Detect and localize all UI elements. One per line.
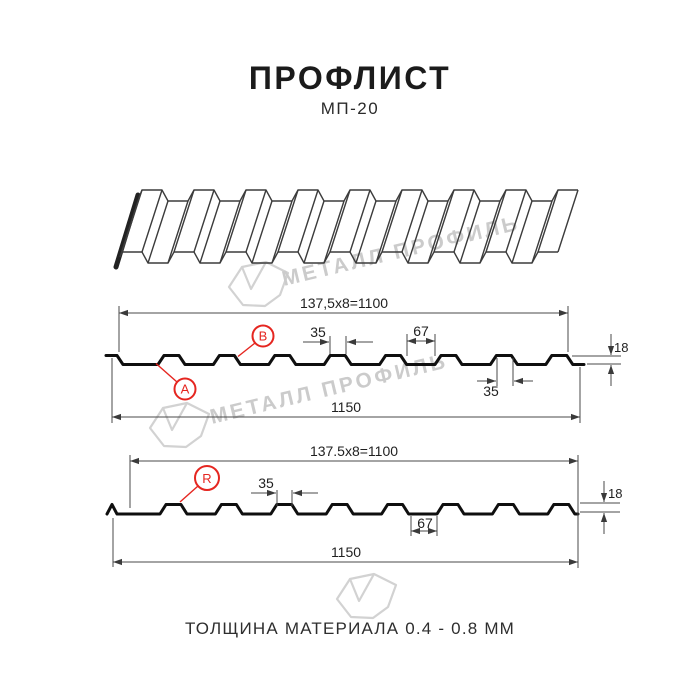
profile-3d-drawing [113, 189, 579, 270]
section-b-valley-width-label: 67 [417, 515, 433, 531]
rib-extrusion-lines [121, 189, 579, 264]
watermark-logo-icon-3 [335, 572, 398, 620]
section-a-working-width-label: 137,5x8=1100 [300, 295, 388, 311]
cross-section-a: 137,5x8=1100 35 67 18 35 1150 [104, 295, 628, 423]
section-a-valley-width-label: 67 [413, 323, 429, 339]
svg-text:A: A [181, 382, 190, 397]
cross-section-b: 137.5x8=1100 35 67 18 1150 R [105, 443, 622, 568]
section-b-radius-label: R [179, 465, 220, 503]
section-b-overall-width-label: 1150 [331, 544, 361, 560]
section-b-working-width-label: 137.5x8=1100 [310, 443, 398, 459]
svg-text:R: R [202, 471, 211, 486]
section-a-height-label: 18 [614, 340, 628, 355]
thickness-note: ТОЛЩИНА МАТЕРИАЛА 0.4 - 0.8 ММ [185, 619, 515, 638]
back-profile-edge [139, 189, 578, 202]
section-a-side-a-label: A [155, 362, 197, 401]
svg-text:B: B [259, 329, 268, 344]
section-a-profile-line [104, 354, 586, 366]
section-b-profile-line [105, 503, 580, 516]
section-a-rib-top-width-label: 35 [310, 324, 326, 340]
page-title: ПРОФЛИСТ [249, 60, 451, 96]
sheet-cut-edge [113, 192, 141, 270]
section-a-overall-width-label: 1150 [331, 399, 361, 415]
section-b-height-label: 18 [608, 486, 622, 501]
profile-model-subtitle: МП-20 [321, 99, 379, 118]
section-b-rib-width-label: 35 [258, 475, 274, 491]
section-a-side-b-label: B [237, 324, 275, 358]
watermark-logo-icon-2 [148, 401, 211, 449]
watermark-logo-icon [227, 260, 290, 308]
section-a-rib-bottom-width-label: 35 [483, 383, 499, 399]
